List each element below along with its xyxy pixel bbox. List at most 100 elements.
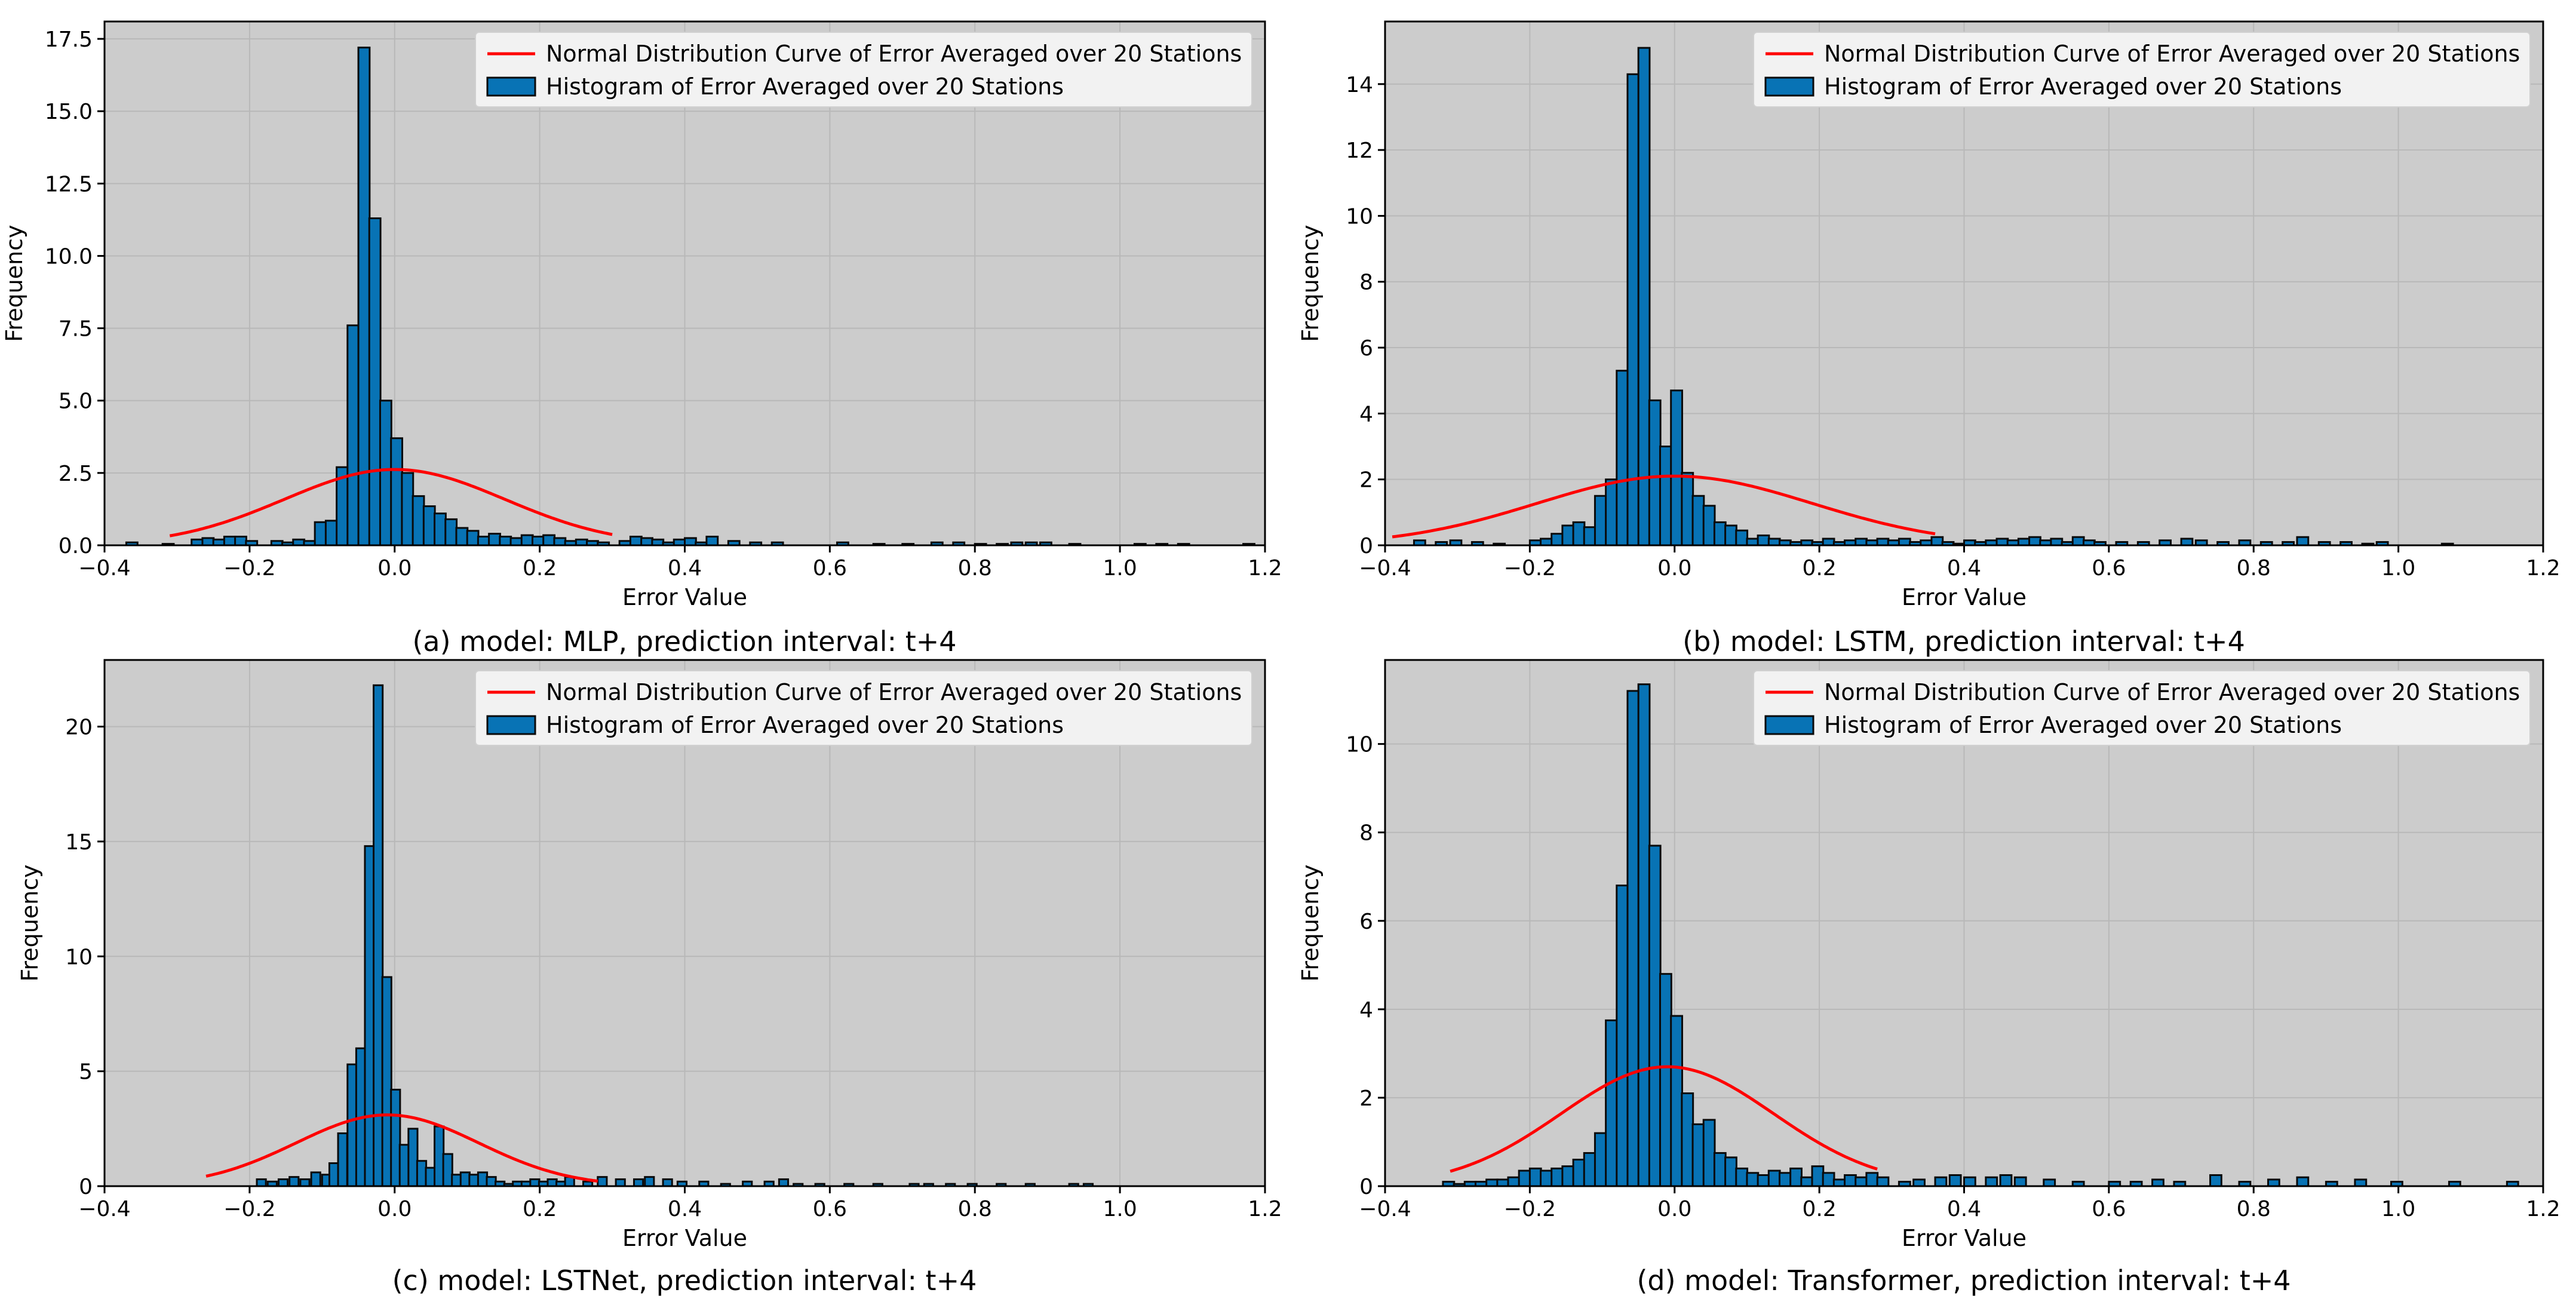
histogram-bar (477, 535, 490, 546)
x-tick-label: 1.2 (2526, 556, 2560, 581)
y-tick-label: 10 (1346, 733, 1373, 757)
legend-histogram-swatch (486, 715, 536, 735)
histogram-bar (223, 535, 237, 546)
x-tick-label: 1.0 (2381, 1197, 2415, 1221)
x-tick-label: −0.2 (223, 556, 275, 581)
x-axis-label: Error Value (622, 584, 747, 610)
x-tick-label: 0.8 (958, 556, 992, 581)
histogram-bar (407, 1128, 419, 1187)
histogram-bar (1528, 1167, 1542, 1187)
x-tick-label: 1.2 (1248, 1197, 1282, 1221)
histogram-bar (1572, 521, 1586, 546)
histogram-bar (1822, 1172, 1835, 1187)
x-tick-label: 1.0 (2381, 556, 2415, 581)
x-axis-label: Error Value (622, 1225, 747, 1251)
histogram-bar (1702, 505, 1716, 546)
y-axis-label: Frequency (1297, 225, 1324, 342)
y-tick-label: 20 (65, 716, 93, 740)
x-tick-label: 0.4 (1947, 556, 1981, 581)
histogram-bar (615, 1178, 626, 1187)
histogram-bar (455, 527, 469, 546)
x-tick-label: −0.4 (1359, 556, 1411, 581)
histogram-bar (486, 1176, 497, 1187)
y-tick-label: 0.0 (59, 534, 93, 558)
histogram-bar (256, 1178, 267, 1187)
histogram-bar (546, 1178, 558, 1187)
x-tick-label: 0.4 (668, 556, 702, 581)
histogram-bar (640, 537, 653, 546)
x-tick-label: 0.6 (2092, 1197, 2126, 1221)
histogram-bar (2267, 1178, 2280, 1187)
histogram-bar (2296, 1176, 2310, 1187)
histogram-bar (1963, 1176, 1976, 1187)
x-tick-label: −0.2 (1504, 1197, 1556, 1221)
histogram-bar (2071, 536, 2085, 546)
histogram-bar (2017, 538, 2031, 546)
histogram-bar (778, 1178, 790, 1187)
x-tick-label: 0.8 (2237, 556, 2271, 581)
normal-distribution-curve (1450, 1065, 1878, 1173)
histogram-bar (1985, 1176, 1998, 1187)
histogram-bar (468, 1174, 480, 1187)
histogram-bar (328, 1162, 340, 1187)
histogram-bar (1583, 526, 1596, 546)
histogram-bar (1930, 536, 1944, 546)
panel-caption: (d) model: Transformer, prediction inter… (1637, 1264, 2291, 1297)
histogram-bar (1691, 495, 1705, 546)
histogram-bar (1583, 1152, 1596, 1187)
histogram-bar (1540, 538, 1553, 546)
histogram-bar (1626, 690, 1640, 1187)
histogram-bar (1995, 538, 2009, 546)
y-tick-label: 10 (1346, 204, 1373, 229)
histogram-bar (412, 495, 425, 546)
chart-panel-a: −0.4 −0.2 0.0 0.2 0.4 0.6 0.8 1.0 1.2 0.0 2.5 5.0 7.… (1, 20, 1282, 658)
x-tick-label: 0.6 (813, 1197, 847, 1221)
histogram-bar (2209, 1174, 2222, 1187)
histogram-bar (416, 1160, 428, 1187)
histogram-bar (373, 684, 384, 1187)
chart-panel-b: −0.4 −0.2 0.0 0.2 0.4 0.6 0.8 1.0 1.2 0 2 4 6 8 10 12 14… (1297, 20, 2560, 658)
histogram-bar (1648, 845, 1662, 1187)
y-tick-label: 12.5 (45, 172, 93, 196)
legend-box (1753, 32, 2531, 108)
histogram-bar (368, 217, 382, 546)
histogram-bar (1855, 538, 1868, 546)
histogram-bar (553, 537, 567, 546)
histogram-bar (1637, 683, 1651, 1187)
histogram-bar (364, 845, 375, 1187)
histogram-bar (633, 1178, 644, 1187)
y-tick-label: 6 (1359, 336, 1373, 361)
histogram-bar (705, 535, 719, 546)
histogram-bar (1681, 472, 1694, 546)
histogram-bar (444, 518, 458, 546)
y-tick-label: 15.0 (45, 100, 93, 124)
legend: Normal Distribution Curve of Error Avera… (475, 670, 1252, 746)
normal-distribution-curve (1392, 474, 1936, 539)
histogram-bar (1735, 1167, 1749, 1187)
histogram-bar (466, 530, 480, 546)
histogram-bar (346, 324, 360, 546)
histogram-bar (1822, 538, 1835, 546)
histogram-bar (390, 1088, 401, 1187)
x-tick-label: 0.6 (813, 556, 847, 581)
x-tick-label: 0.2 (1802, 556, 1836, 581)
histogram-bar (597, 1176, 608, 1187)
y-tick-label: 6 (1359, 910, 1373, 934)
histogram-bar (1605, 478, 1618, 546)
histogram-bar (434, 1125, 445, 1187)
x-tick-label: −0.4 (78, 556, 130, 581)
histogram-bar (1561, 524, 1575, 546)
histogram-bar (2296, 536, 2310, 546)
x-tick-label: 1.0 (1103, 1197, 1137, 1221)
histogram-bar (662, 1178, 673, 1187)
normal-distribution-curve (169, 468, 613, 538)
histogram-bar (1746, 1172, 1760, 1187)
histogram-bar (1757, 1174, 1770, 1187)
histogram-bar (529, 1178, 541, 1187)
histogram-bar (1724, 1156, 1737, 1187)
histogram-bar (1485, 1178, 1499, 1187)
histogram-bar (2180, 538, 2194, 546)
x-tick-label: 0.0 (377, 1197, 412, 1221)
histogram-bar (1518, 1169, 1531, 1187)
